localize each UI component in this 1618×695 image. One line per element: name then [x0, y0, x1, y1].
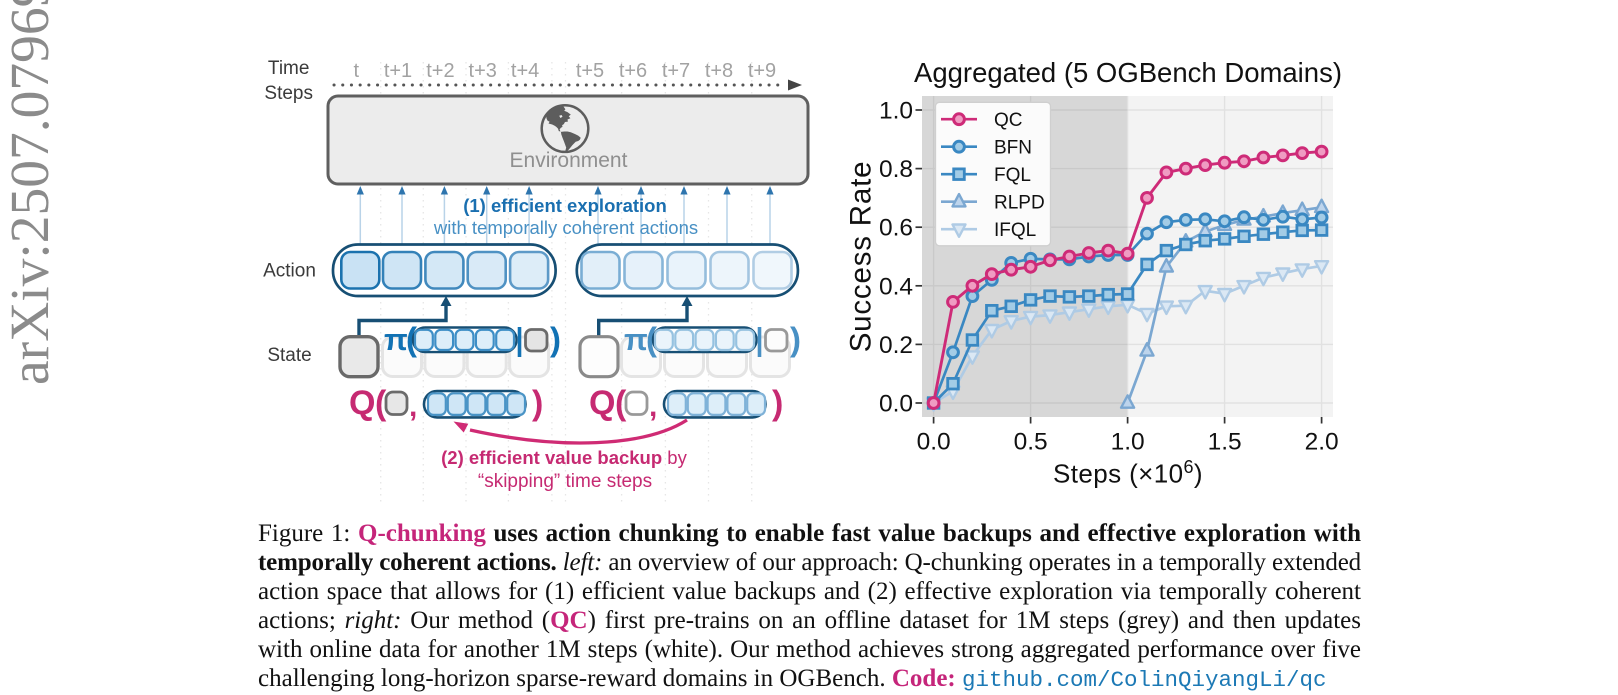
svg-text:Q: Q — [349, 384, 375, 422]
svg-text:π: π — [624, 322, 648, 357]
svg-text:Time: Time — [268, 58, 310, 79]
svg-text:IFQL: IFQL — [994, 220, 1036, 241]
svg-text:(: ( — [646, 321, 657, 358]
svg-text:t+9: t+9 — [748, 60, 776, 82]
svg-text:Aggregated (5 OGBench Domains): Aggregated (5 OGBench Domains) — [914, 57, 1342, 88]
svg-text:State: State — [267, 345, 311, 366]
svg-text:Q: Q — [589, 384, 615, 422]
svg-text:t+6: t+6 — [619, 60, 647, 82]
svg-text:(: ( — [406, 321, 417, 358]
svg-text:): ) — [532, 385, 543, 423]
svg-text:,: , — [409, 390, 417, 423]
svg-text:0.2: 0.2 — [879, 332, 913, 359]
svg-text:“skipping” time steps: “skipping” time steps — [478, 471, 652, 492]
svg-text:): ) — [790, 321, 801, 358]
svg-text:Environment: Environment — [510, 149, 628, 172]
svg-text:1.0: 1.0 — [879, 98, 913, 125]
svg-text:t+3: t+3 — [469, 60, 497, 82]
svg-text:): ) — [772, 385, 783, 423]
svg-text:0.8: 0.8 — [879, 156, 913, 183]
svg-text:Steps (×106): Steps (×106) — [1053, 457, 1203, 489]
svg-text:RLPD: RLPD — [994, 193, 1045, 214]
svg-text:0.6: 0.6 — [879, 215, 913, 242]
svg-text:t+7: t+7 — [662, 60, 690, 82]
svg-text:π: π — [384, 322, 408, 357]
svg-text:(2) efficient value backup by: (2) efficient value backup by — [441, 447, 687, 468]
svg-text:(: ( — [615, 385, 627, 423]
svg-text:2.0: 2.0 — [1305, 429, 1339, 456]
svg-text:Steps: Steps — [264, 83, 313, 104]
svg-text:t+4: t+4 — [511, 60, 539, 82]
svg-text:Success Rate: Success Rate — [845, 161, 878, 353]
svg-text:QC: QC — [994, 110, 1023, 131]
svg-text:0.0: 0.0 — [879, 391, 913, 418]
svg-text:(: ( — [375, 385, 387, 423]
svg-text:,: , — [649, 390, 657, 423]
svg-text:(1) efficient exploration: (1) efficient exploration — [463, 195, 667, 216]
svg-text:0.5: 0.5 — [1014, 429, 1048, 456]
svg-text:t+8: t+8 — [705, 60, 733, 82]
svg-text:arXiv:2507.07969: arXiv:2507.07969 — [0, 0, 61, 385]
svg-text:FQL: FQL — [994, 165, 1031, 186]
svg-text:1.5: 1.5 — [1208, 429, 1242, 456]
svg-text:Action: Action — [263, 261, 316, 282]
svg-text:t+5: t+5 — [576, 60, 604, 82]
svg-text:t+1: t+1 — [384, 60, 412, 82]
svg-text:t+2: t+2 — [426, 60, 454, 82]
svg-text:0.0: 0.0 — [917, 429, 951, 456]
svg-text:BFN: BFN — [994, 138, 1032, 159]
svg-text:1.0: 1.0 — [1111, 429, 1145, 456]
svg-text:0.4: 0.4 — [879, 273, 913, 300]
svg-text:with temporally coherent actio: with temporally coherent actions — [433, 217, 698, 238]
svg-text:): ) — [550, 321, 561, 358]
svg-text:t: t — [354, 60, 360, 82]
